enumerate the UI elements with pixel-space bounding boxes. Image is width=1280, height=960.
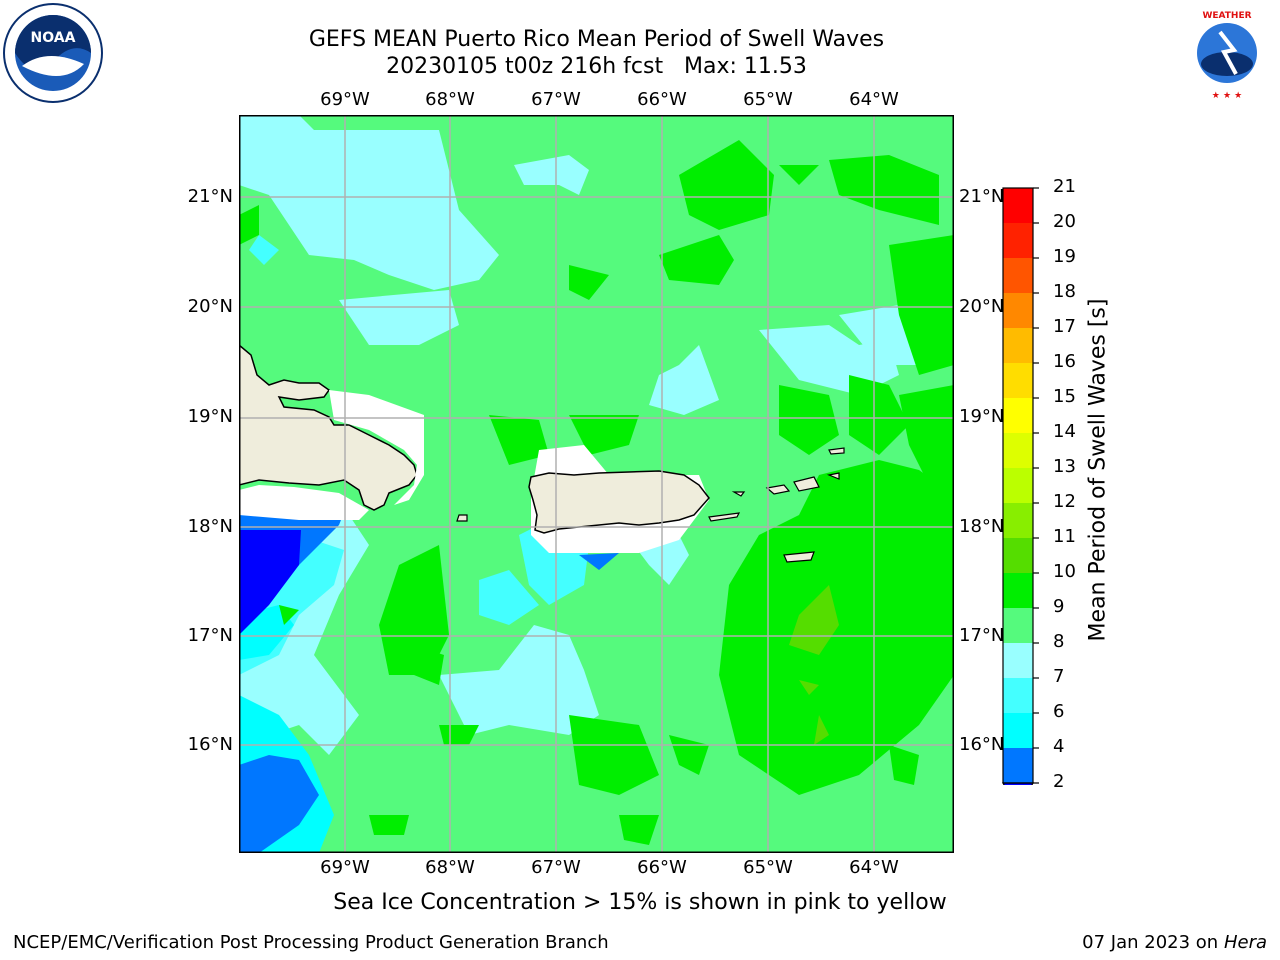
colorbar-tick-label: 16 — [1053, 351, 1076, 372]
lon-label-bottom-69w: 69°W — [320, 857, 370, 878]
sea-ice-note: Sea Ice Concentration > 15% is shown in … — [0, 890, 1280, 915]
footer-date-host: 07 Jan 2023 on Hera — [1082, 932, 1267, 953]
lat-label-left-21n: 21°N — [188, 186, 233, 207]
colorbar-tick-label: 20 — [1053, 211, 1076, 232]
lon-label-top-65w: 65°W — [743, 89, 793, 110]
svg-text:WEATHER: WEATHER — [1202, 11, 1251, 21]
colorbar-segment — [1003, 503, 1033, 538]
lat-label-left-16n: 16°N — [188, 734, 233, 755]
colorbar-segment — [1003, 573, 1033, 608]
colorbar-tick-label: 12 — [1053, 491, 1076, 512]
colorbar-segment — [1003, 643, 1033, 678]
colorbar-label: Mean Period of Swell Waves [s] — [1086, 299, 1111, 642]
colorbar-tick-label: 4 — [1053, 736, 1064, 757]
colorbar-segment — [1003, 398, 1033, 433]
lon-label-bottom-68w: 68°W — [425, 857, 475, 878]
colorbar-segment — [1003, 433, 1033, 468]
lat-label-right-18n: 18°N — [959, 516, 1004, 537]
colorbar-tick-label: 2 — [1053, 771, 1064, 792]
lon-label-bottom-66w: 66°W — [637, 857, 687, 878]
colorbar-tick-label: 7 — [1053, 666, 1064, 687]
lat-label-right-19n: 19°N — [959, 406, 1004, 427]
swell-period-map — [239, 115, 954, 853]
colorbar-segment — [1003, 363, 1033, 398]
colorbar-segment — [1003, 468, 1033, 503]
footer-date: 07 Jan 2023 on — [1082, 932, 1224, 953]
lat-label-left-17n: 17°N — [188, 625, 233, 646]
colorbar-tick-label: 6 — [1053, 701, 1064, 722]
lat-label-left-19n: 19°N — [188, 406, 233, 427]
colorbar-segment — [1003, 538, 1033, 573]
lon-label-top-67w: 67°W — [531, 89, 581, 110]
svg-text:★ ★ ★: ★ ★ ★ — [1212, 91, 1242, 101]
lat-label-right-20n: 20°N — [959, 296, 1004, 317]
chart-title: GEFS MEAN Puerto Rico Mean Period of Swe… — [0, 27, 1193, 52]
colorbar-segment — [1003, 258, 1033, 293]
lon-label-top-68w: 68°W — [425, 89, 475, 110]
colorbar-tick-label: 21 — [1053, 176, 1076, 197]
lon-label-bottom-65w: 65°W — [743, 857, 793, 878]
colorbar-tick-label: 15 — [1053, 386, 1076, 407]
national-weather-service-logo-icon: WEATHER ★ ★ ★ — [1176, 2, 1278, 104]
colorbar-tick-label: 13 — [1053, 456, 1076, 477]
lon-label-bottom-67w: 67°W — [531, 857, 581, 878]
colorbar-segment — [1003, 713, 1033, 748]
noaa-logo-icon: NOAA — [2, 2, 104, 104]
footer-host: Hera — [1224, 932, 1267, 953]
colorbar-segment — [1003, 608, 1033, 643]
lat-label-left-20n: 20°N — [188, 296, 233, 317]
chart-subtitle: 20230105 t00z 216h fcst Max: 11.53 — [0, 54, 1193, 79]
colorbar-segment — [1003, 748, 1033, 783]
colorbar-segment — [1003, 293, 1033, 328]
colorbar-tick-label: 19 — [1053, 246, 1076, 267]
colorbar-tick-label: 10 — [1053, 561, 1076, 582]
colorbar-tick-label: 11 — [1053, 526, 1076, 547]
colorbar-segment — [1003, 188, 1033, 223]
lat-label-right-17n: 17°N — [959, 625, 1004, 646]
lon-label-top-66w: 66°W — [637, 89, 687, 110]
lat-label-right-21n: 21°N — [959, 186, 1004, 207]
colorbar-tick-label: 14 — [1053, 421, 1076, 442]
colorbar-segment — [1003, 678, 1033, 713]
lon-label-bottom-64w: 64°W — [849, 857, 899, 878]
colorbar-segment — [1003, 328, 1033, 363]
lon-label-top-64w: 64°W — [849, 89, 899, 110]
colorbar-tick-label: 17 — [1053, 316, 1076, 337]
colorbar-segment — [1003, 223, 1033, 258]
lat-label-left-18n: 18°N — [188, 516, 233, 537]
lon-label-top-69w: 69°W — [320, 89, 370, 110]
footer-branch-credit: NCEP/EMC/Verification Post Processing Pr… — [13, 932, 609, 953]
colorbar-tick-label: 8 — [1053, 631, 1064, 652]
lat-label-right-16n: 16°N — [959, 734, 1004, 755]
colorbar-tick-label: 9 — [1053, 596, 1064, 617]
colorbar-tick-label: 18 — [1053, 281, 1076, 302]
